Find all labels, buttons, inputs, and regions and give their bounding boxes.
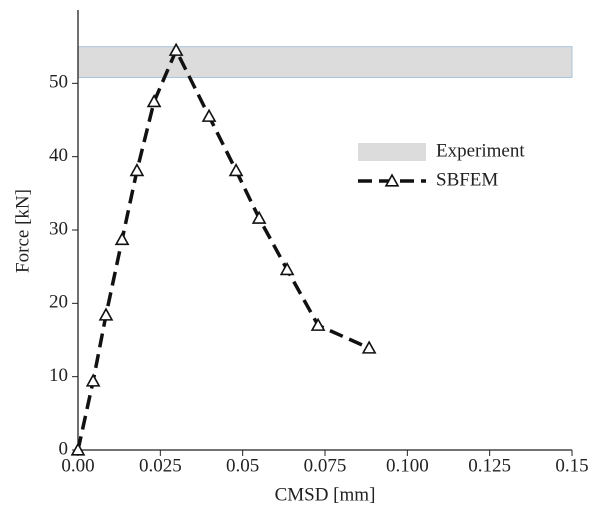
y-tick-label: 40 xyxy=(49,145,68,166)
band xyxy=(77,46,573,78)
y-tick-label: 20 xyxy=(49,292,68,313)
y-tick-label: 0 xyxy=(59,438,69,459)
x-tick-label: 0.15 xyxy=(555,455,588,476)
marker xyxy=(70,442,86,456)
x-tick-label: 0.05 xyxy=(226,455,259,476)
marker xyxy=(85,373,101,387)
x-tick-label: 0.00 xyxy=(61,455,94,476)
marker xyxy=(228,162,244,177)
x-tick-label: 0.125 xyxy=(468,455,511,476)
marker xyxy=(361,340,377,354)
legend-label: Experiment xyxy=(436,140,525,161)
marker xyxy=(310,317,326,331)
marker xyxy=(251,210,267,224)
marker xyxy=(129,162,145,177)
y-tick-label: 30 xyxy=(49,218,68,239)
marker xyxy=(98,307,114,321)
y-tick-label: 50 xyxy=(49,72,68,93)
y-tick-label: 10 xyxy=(49,365,68,386)
legend-swatch xyxy=(358,143,426,161)
marker xyxy=(201,108,217,122)
legend-label: SBFEM xyxy=(436,169,498,190)
x-tick-label: 0.025 xyxy=(139,455,182,476)
marker xyxy=(146,94,162,108)
marker xyxy=(279,261,295,276)
line xyxy=(76,48,370,451)
marker xyxy=(114,231,130,246)
legend-marker xyxy=(384,173,400,187)
x-tick-label: 0.100 xyxy=(386,455,429,476)
x-axis-label: CMSD [mm] xyxy=(275,484,376,505)
x-tick-label: 0.075 xyxy=(304,455,347,476)
y-axis-label: Force [kN] xyxy=(12,189,33,273)
marker xyxy=(168,42,184,56)
